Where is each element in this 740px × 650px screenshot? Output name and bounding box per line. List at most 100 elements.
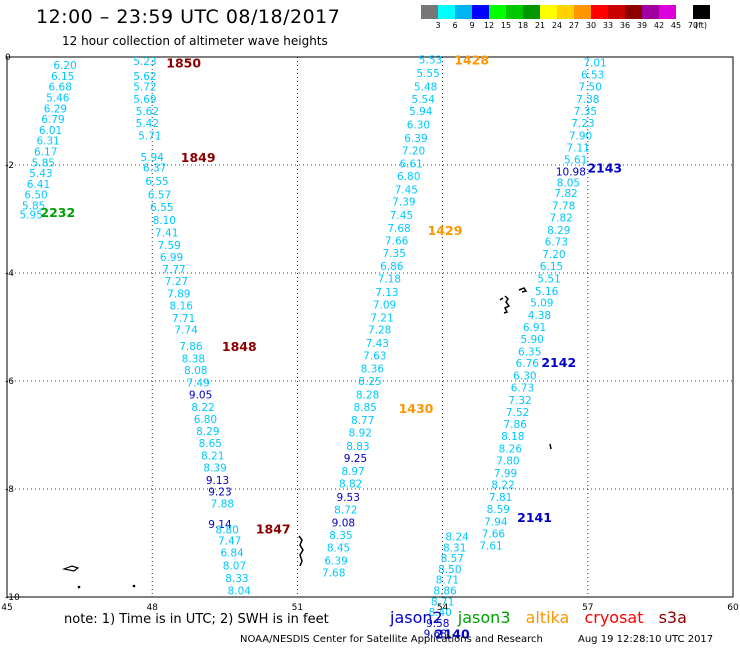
- wave-height-value: 8.28: [356, 390, 379, 402]
- wave-height-value: 7.21: [370, 312, 393, 324]
- wave-height-value: 5.71: [138, 130, 161, 142]
- lon-tick-label: 45: [1, 603, 12, 613]
- wave-height-value: 9.05: [189, 390, 212, 402]
- wave-height-value: 9.08: [332, 517, 355, 529]
- legend-bin-label: 45: [670, 21, 682, 30]
- wave-height-value: 6.31: [36, 136, 59, 148]
- wave-height-value: 6.41: [27, 179, 50, 191]
- legend-swatch: [438, 5, 455, 19]
- wave-height-value: 8.31: [443, 542, 466, 554]
- satellite-label-s3a: s3a: [658, 608, 687, 627]
- wave-height-value: 9.23: [208, 487, 231, 499]
- page-subtitle: 12 hour collection of altimeter wave hei…: [62, 34, 328, 48]
- wave-height-value: 7.61: [479, 541, 502, 553]
- wave-height-value: 6.35: [518, 346, 541, 358]
- wave-height-value: 7.49: [186, 378, 209, 390]
- wave-height-value: 8.18: [501, 431, 524, 443]
- legend-swatch: [523, 5, 540, 19]
- wave-height-value: 6.20: [53, 60, 76, 72]
- wave-height-value: 8.77: [351, 415, 374, 427]
- pass-1429: 7.667.356.867.18 7.137.097.217.287.437.63…: [353, 223, 462, 414]
- wave-height-value: 8.97: [341, 466, 364, 478]
- wave-height-value: 5.72: [133, 82, 156, 94]
- pass-1849: 5.946.376.556.576.558.107.417.596.997.77…: [141, 150, 216, 337]
- wave-height-value: 8.92: [349, 427, 372, 439]
- wave-height-value: 9.68: [424, 629, 447, 641]
- wave-height-value: 7.47: [218, 535, 241, 547]
- wave-height-value: 4.38: [528, 310, 551, 322]
- wave-height-value: 7.13: [375, 287, 398, 299]
- wave-height-value: 6.76: [516, 358, 540, 370]
- wave-height-value: 8.65: [199, 438, 222, 450]
- wave-height-value: 8.24: [445, 532, 469, 544]
- pass-2142: 6.766.306.737.327.527.868.188.267.807.99…: [479, 355, 576, 553]
- wave-height-value: 7.41: [155, 228, 178, 240]
- wave-height-value: 7.45: [390, 210, 413, 222]
- footer-credit: NOAA/NESDIS Center for Satellite Applica…: [240, 634, 543, 645]
- wave-height-value: 8.72: [334, 505, 357, 517]
- wave-height-value: 7.50: [579, 82, 602, 94]
- wave-height-value: 9.53: [337, 492, 360, 504]
- wave-height-value: 8.39: [203, 462, 226, 474]
- pass-time-label: 2140: [435, 627, 470, 642]
- legend-bin-label: 24: [551, 21, 563, 30]
- wave-height-value: 8.22: [191, 402, 214, 414]
- wave-height-value: 5.94: [409, 106, 433, 118]
- legend-swatch: [676, 5, 693, 19]
- wave-height-value: 8.10: [153, 215, 176, 227]
- wave-height-value: 6.84: [220, 548, 244, 560]
- wave-height-value: 6.99: [160, 252, 183, 264]
- island-outlines: [61, 287, 552, 589]
- wave-height-value: 6.57: [148, 190, 171, 202]
- wave-height-value: 7.63: [363, 351, 386, 363]
- wave-height-value: 5.69: [133, 94, 156, 106]
- legend-bin-label: 42: [653, 21, 665, 30]
- wave-height-value: 5.95: [20, 210, 43, 222]
- wave-height-value: 8.38: [182, 353, 205, 365]
- wave-height-value: 6.73: [545, 237, 568, 249]
- island-agalega: [549, 443, 552, 450]
- pass-1848: 7.868.388.087.499.058.226.808.298.658.21…: [179, 339, 256, 511]
- wave-height-value: 7.11: [566, 143, 589, 155]
- lon-tick-label: 51: [292, 603, 303, 613]
- wave-height-value: 8.85: [353, 402, 376, 414]
- wave-height-value: 9.25: [344, 453, 367, 465]
- legend-swatch: [472, 5, 489, 19]
- units-note: note: 1) Time is in UTC; 2) SWH is in fe…: [64, 612, 329, 627]
- wave-height-value: 6.91: [523, 322, 546, 334]
- wave-height-value: 8.59: [487, 504, 510, 516]
- lat-tick-label: -8: [5, 485, 14, 495]
- wave-height-value: 8.71: [436, 575, 459, 587]
- satellite-label-jason2: jason2: [390, 608, 443, 627]
- wave-height-value: 8.29: [547, 225, 570, 237]
- lon-tick-label: 54: [437, 603, 449, 613]
- satellite-label-cryosat: cryosat: [584, 608, 644, 627]
- legend-swatch: [557, 5, 574, 19]
- wave-height-value: 6.53: [581, 69, 604, 81]
- wave-height-value: 7.43: [366, 338, 389, 350]
- wave-height-value: 5.62: [133, 71, 156, 83]
- wave-height-value: 6.15: [51, 71, 74, 83]
- wave-height-value: 6.79: [41, 114, 64, 126]
- wave-height-value: 6.39: [404, 133, 427, 145]
- map-axes: 45 48 51 54 57 60 0 -2 -4 -6 -8 -10: [1, 53, 739, 613]
- wave-height-value: 6.17: [34, 147, 57, 159]
- lat-tick-label: -2: [5, 161, 14, 171]
- legend-swatch: [540, 5, 557, 19]
- wave-height-value: 5.90: [520, 334, 543, 346]
- wave-height-value: 5.16: [535, 286, 559, 298]
- wave-height-value: 7.81: [489, 492, 512, 504]
- wave-height-value: 7.35: [383, 248, 406, 260]
- wave-height-value: 5.46: [46, 93, 70, 105]
- wave-height-value: 7.68: [322, 568, 345, 580]
- legend-bin-label: 6: [452, 21, 458, 30]
- wave-height-value: 10.98: [556, 166, 586, 178]
- pass-time-label: 1847: [256, 521, 291, 536]
- wave-height-value: 7.45: [395, 184, 418, 196]
- wave-height-value: 5.61: [564, 155, 587, 167]
- wave-height-value: 8.45: [327, 542, 350, 554]
- pass-1428: 5.535.55 5.485.545.94 6.306.397.206.616.80…: [387, 53, 489, 235]
- satellite-legend: jason2 jason3 altika cryosat s3a: [390, 608, 697, 627]
- wave-height-value: 7.78: [552, 201, 575, 213]
- legend-swatch: [693, 5, 710, 19]
